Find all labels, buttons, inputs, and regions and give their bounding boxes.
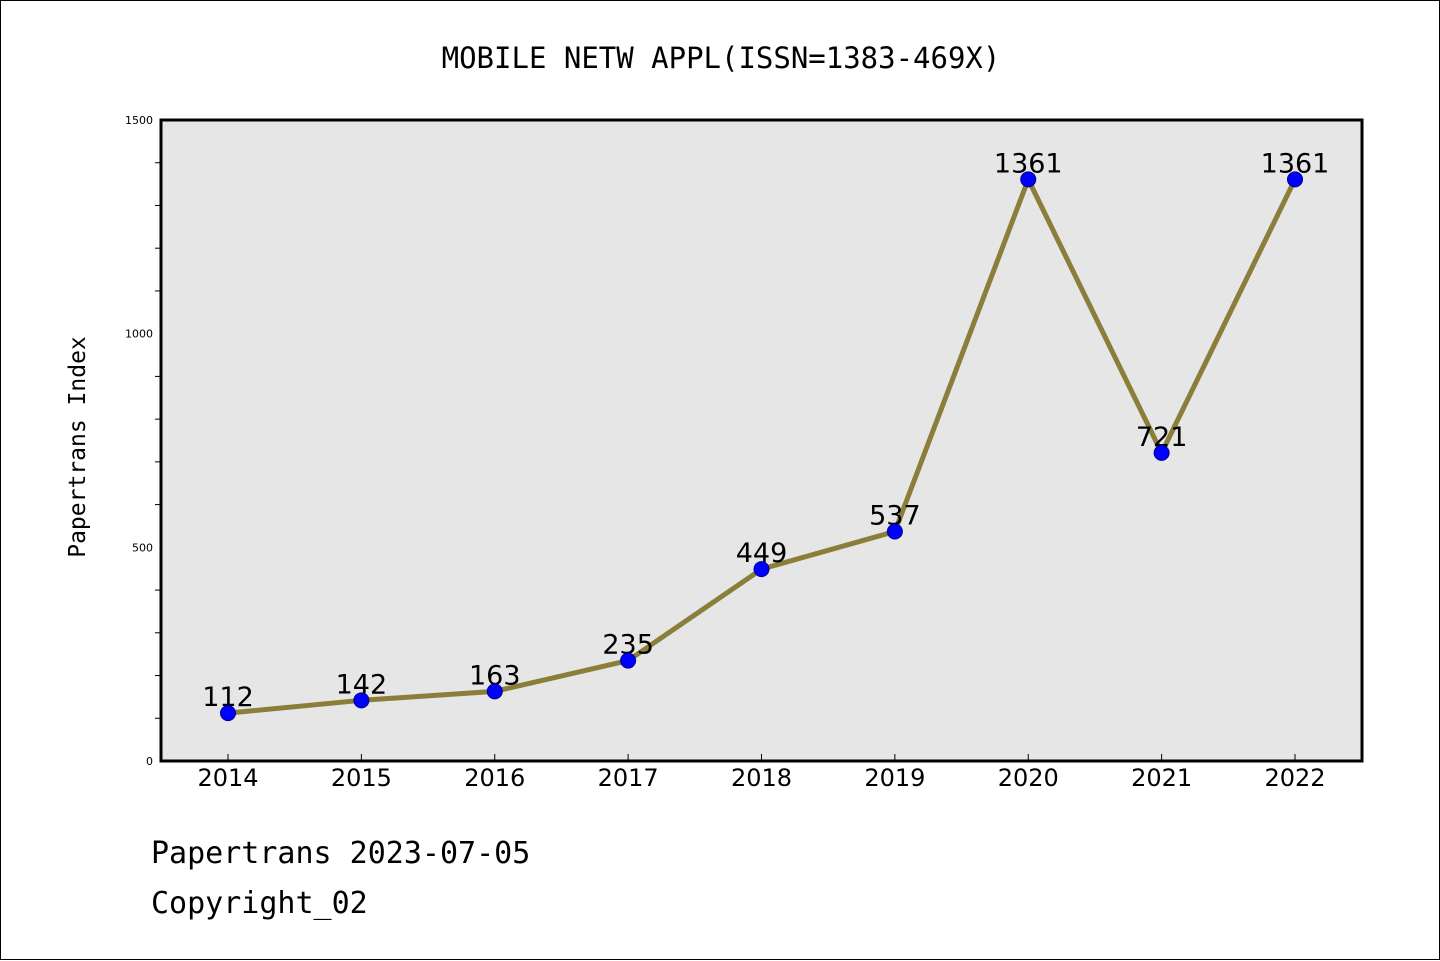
x-tick-label: 2017	[598, 764, 659, 792]
data-point	[1153, 444, 1170, 461]
plot-area	[159, 118, 1364, 763]
x-tick-label: 2022	[1264, 764, 1325, 792]
y-tick-label: 0	[146, 755, 153, 768]
chart-title: MOBILE NETW APPL(ISSN=1383-469X)	[442, 41, 1001, 75]
x-tick-label: 2021	[1131, 764, 1192, 792]
y-tick-label: 500	[132, 541, 153, 554]
x-tick-label: 2019	[864, 764, 925, 792]
data-point	[753, 561, 770, 578]
data-point	[1020, 171, 1037, 188]
footer-date: Papertrans 2023-07-05	[151, 836, 531, 871]
y-tick-label: 1000	[125, 328, 153, 341]
x-tick-label: 2016	[464, 764, 525, 792]
x-tick-label: 2014	[197, 764, 258, 792]
data-point	[886, 523, 903, 540]
y-tick-label: 1500	[125, 114, 153, 127]
data-point	[1287, 171, 1303, 188]
y-axis: 0 500 1000 1500	[125, 114, 161, 768]
x-axis: 2014 2015 2016 2017 2018 2019 2020 2021 2022	[197, 754, 1326, 792]
data-point	[486, 683, 503, 700]
footer-copyright: Copyright_02	[151, 886, 368, 921]
x-tick-label: 2015	[331, 764, 392, 792]
data-point	[620, 652, 637, 669]
x-tick-label: 2020	[998, 764, 1059, 792]
y-axis-label: Papertrans Index	[65, 336, 91, 558]
x-tick-label: 2018	[731, 764, 792, 792]
data-point	[220, 705, 236, 722]
data-point	[353, 692, 370, 709]
